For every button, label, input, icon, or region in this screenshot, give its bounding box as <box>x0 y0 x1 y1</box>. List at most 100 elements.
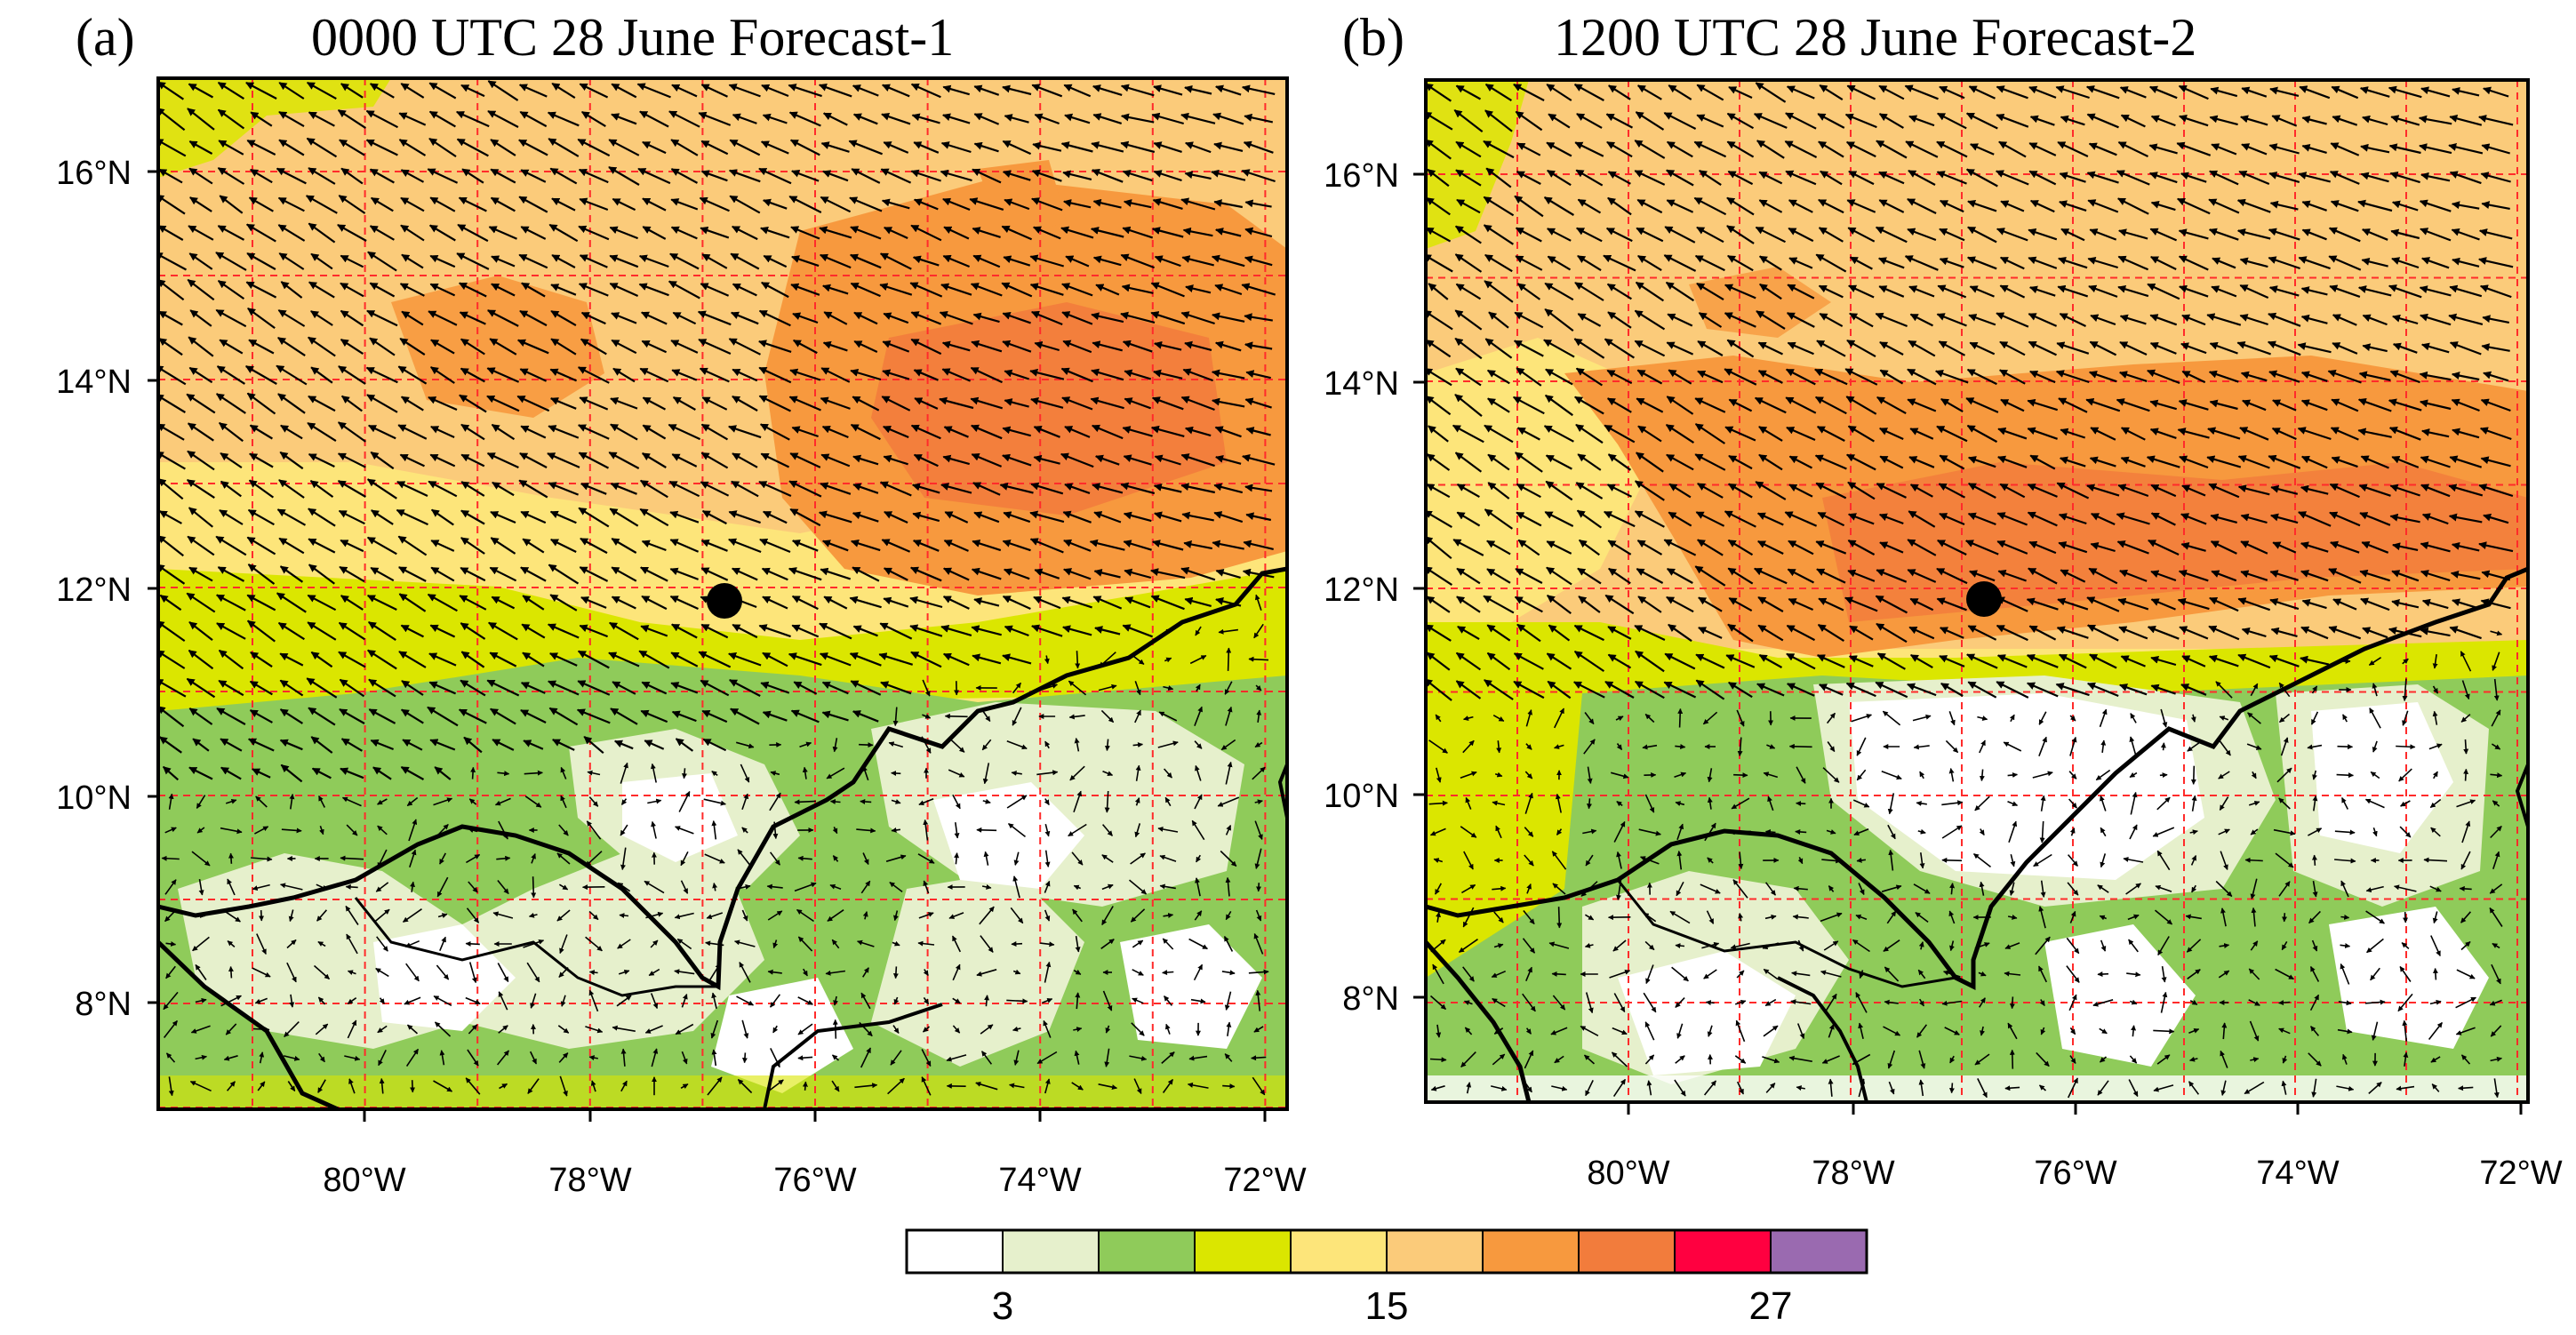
wind-vector <box>248 339 275 355</box>
wind-vector <box>852 84 879 97</box>
wind-vector <box>490 168 516 184</box>
wind-vector <box>248 196 274 212</box>
wind-vector <box>671 84 698 98</box>
wind-vector <box>491 255 516 268</box>
wind-vector <box>158 108 186 132</box>
wind-vector <box>1002 170 1031 181</box>
wind-vector <box>973 141 999 153</box>
wind-vector <box>1001 225 1033 241</box>
wind-vector <box>1182 227 1213 237</box>
wind-vector <box>859 742 874 748</box>
wind-vector <box>310 366 333 384</box>
wind-vector <box>369 337 396 356</box>
wind-vector <box>910 338 942 356</box>
wind-vector <box>487 80 519 101</box>
wind-vector <box>1215 84 1242 96</box>
wind-vector <box>611 312 637 324</box>
wind-vector <box>668 110 700 128</box>
wind-vector <box>399 337 426 356</box>
wind-vector <box>455 110 490 128</box>
wind-vector <box>2340 914 2350 920</box>
colorbar-swatch <box>1386 1229 1484 1274</box>
wind-vector <box>940 169 972 182</box>
wind-vector <box>276 167 307 185</box>
wind-vector <box>1212 312 1245 323</box>
wind-vector <box>1212 112 1244 125</box>
wind-vector <box>1001 282 1033 298</box>
wind-vector <box>245 82 277 100</box>
panel-a-calm-5 <box>711 978 853 1093</box>
wind-vector <box>577 424 610 440</box>
wind-vector <box>699 367 730 383</box>
wind-vector <box>2244 857 2263 863</box>
wind-vector <box>1244 113 1274 124</box>
wind-vector <box>853 311 878 325</box>
wind-vector <box>1092 84 1123 96</box>
wind-vector <box>1002 340 1032 353</box>
wind-vector <box>701 396 728 411</box>
wind-vector <box>158 365 187 386</box>
wind-vector <box>428 110 456 128</box>
wind-vector <box>1243 140 1274 154</box>
wind-vector <box>549 397 577 410</box>
wind-vector <box>1004 398 1029 408</box>
wind-vector <box>670 139 699 156</box>
wind-vector <box>2159 772 2168 779</box>
wind-vector <box>1162 970 1174 976</box>
wind-vector <box>345 883 358 890</box>
wind-vector <box>548 425 580 439</box>
wind-vector <box>400 196 425 212</box>
wind-vector <box>365 366 398 384</box>
wind-vector <box>457 223 489 243</box>
wind-vector <box>188 336 214 357</box>
wind-vector <box>791 255 820 268</box>
wind-vector <box>577 138 611 157</box>
wind-vector <box>1002 140 1032 156</box>
wind-vector <box>1244 397 1272 409</box>
wind-vector <box>1091 424 1124 440</box>
panel-b-south-edge <box>1426 1075 2528 1102</box>
wind-vector <box>306 81 337 100</box>
wind-vector <box>578 283 609 297</box>
wind-vector <box>1063 199 1092 209</box>
wind-vector <box>577 366 610 384</box>
wind-vector <box>215 308 247 328</box>
wind-vector <box>1151 396 1184 411</box>
wind-vector <box>400 83 425 99</box>
wind-vector <box>670 168 699 184</box>
wind-vector <box>943 426 969 438</box>
wind-vector <box>732 396 758 412</box>
wind-vector <box>1062 340 1092 354</box>
wind-vector <box>941 340 971 352</box>
wind-vector <box>550 338 577 356</box>
wind-vector <box>1092 113 1123 124</box>
wind-vector <box>891 771 901 777</box>
wind-vector <box>1185 284 1212 294</box>
wind-vector <box>398 112 427 126</box>
wind-vector <box>1029 254 1065 268</box>
wind-vector <box>2097 971 2109 978</box>
wind-vector <box>369 225 395 241</box>
wind-vector <box>580 338 607 356</box>
wind-vector <box>939 310 973 325</box>
panel-a-lon-label: 80°W <box>323 1162 405 1199</box>
wind-vector <box>244 365 277 385</box>
colorbar-swatch <box>1482 1229 1580 1274</box>
wind-vector <box>1764 829 1776 835</box>
wind-vector <box>1184 141 1212 154</box>
wind-vector <box>158 81 185 100</box>
wind-vector <box>219 339 244 355</box>
wind-vector <box>609 282 639 298</box>
wind-vector <box>1244 199 1272 208</box>
wind-vector <box>823 311 848 325</box>
wind-vector <box>670 340 699 354</box>
wind-vector <box>848 140 884 156</box>
wind-vector <box>490 196 516 212</box>
panel-a-lon-label: 78°W <box>548 1162 631 1199</box>
wind-vector <box>491 283 516 297</box>
wind-vector <box>549 167 578 185</box>
wind-vector <box>612 197 636 212</box>
wind-vector <box>760 226 790 239</box>
wind-vector <box>579 197 609 212</box>
wind-vector <box>1031 169 1062 182</box>
